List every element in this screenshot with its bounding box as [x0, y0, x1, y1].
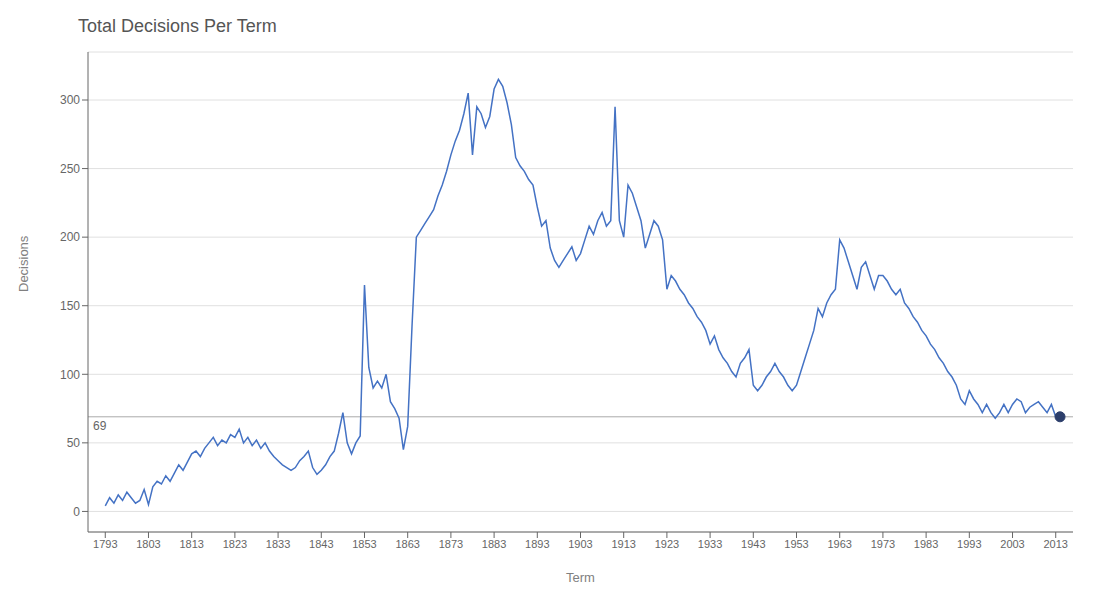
svg-text:1933: 1933 [698, 538, 722, 550]
svg-text:300: 300 [60, 93, 80, 107]
svg-text:1993: 1993 [957, 538, 981, 550]
svg-text:250: 250 [60, 162, 80, 176]
svg-text:1983: 1983 [914, 538, 938, 550]
svg-text:1823: 1823 [223, 538, 247, 550]
svg-text:1793: 1793 [93, 538, 117, 550]
svg-text:1883: 1883 [482, 538, 506, 550]
svg-text:100: 100 [60, 368, 80, 382]
svg-text:2013: 2013 [1043, 538, 1067, 550]
svg-text:1853: 1853 [352, 538, 376, 550]
svg-text:1803: 1803 [136, 538, 160, 550]
svg-text:1943: 1943 [741, 538, 765, 550]
svg-text:1873: 1873 [439, 538, 463, 550]
html-text:Total Decisions Per Term: Total Decisions Per Term [78, 16, 277, 36]
svg-text:1923: 1923 [655, 538, 679, 550]
svg-text:150: 150 [60, 299, 80, 313]
svg-text:1953: 1953 [784, 538, 808, 550]
svg-text:1963: 1963 [827, 538, 851, 550]
svg-text:1863: 1863 [395, 538, 419, 550]
svg-text:1903: 1903 [568, 538, 592, 550]
svg-text:0: 0 [73, 505, 80, 519]
svg-text:69: 69 [93, 419, 107, 433]
svg-text:Term: Term [566, 570, 595, 585]
svg-text:1893: 1893 [525, 538, 549, 550]
svg-text:1843: 1843 [309, 538, 333, 550]
svg-text:1833: 1833 [266, 538, 290, 550]
svg-text:1913: 1913 [611, 538, 635, 550]
svg-text:2003: 2003 [1000, 538, 1024, 550]
svg-text:50: 50 [67, 436, 81, 450]
svg-text:1973: 1973 [871, 538, 895, 550]
svg-text:200: 200 [60, 230, 80, 244]
svg-text:Decisions: Decisions [16, 235, 31, 292]
svg-text:1813: 1813 [179, 538, 203, 550]
